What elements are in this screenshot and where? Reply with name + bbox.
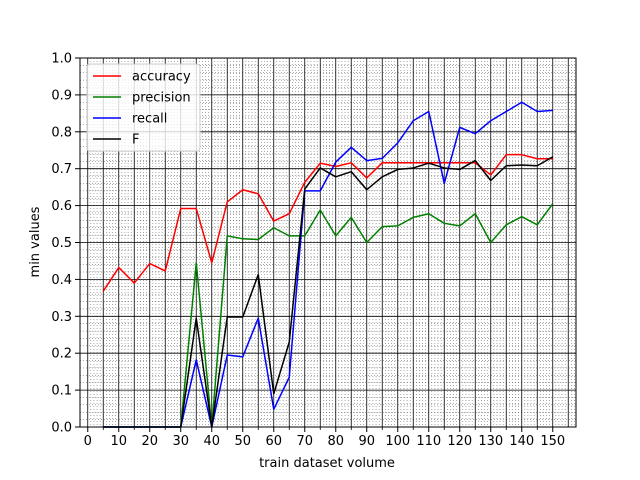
x-tick-label: 80: [327, 434, 344, 449]
series-line-precision: [103, 203, 554, 428]
x-tick-label: 30: [172, 434, 189, 449]
x-tick-label: 150: [540, 434, 565, 449]
legend: accuracy precision recall F: [86, 63, 201, 152]
legend-label: accuracy: [132, 70, 191, 85]
x-axis-ticks: 0 10 20 30 40 50 60 70 80 90 100 110 120 130 140 150: [84, 427, 565, 449]
x-tick-label: 10: [110, 434, 127, 449]
y-tick-label: 0.3: [51, 310, 72, 325]
x-tick-label: 50: [234, 434, 251, 449]
x-tick-label: 20: [141, 434, 158, 449]
x-tick-label: 90: [358, 434, 375, 449]
x-tick-label: 40: [203, 434, 220, 449]
x-tick-label: 0: [84, 434, 92, 449]
y-tick-label: 0.9: [51, 88, 72, 103]
y-tick-label: 0.2: [51, 347, 72, 362]
x-tick-label: 120: [447, 434, 472, 449]
y-tick-label: 0.0: [51, 421, 72, 436]
x-tick-label: 60: [265, 434, 282, 449]
legend-label: precision: [132, 91, 191, 106]
y-tick-label: 0.8: [51, 125, 72, 140]
legend-label: recall: [132, 112, 167, 127]
x-axis-label: train dataset volume: [259, 456, 395, 471]
x-tick-label: 130: [478, 434, 503, 449]
x-tick-label: 140: [509, 434, 534, 449]
y-tick-label: 1.0: [51, 52, 72, 67]
y-tick-label: 0.6: [51, 199, 72, 214]
y-axis-ticks: 0.0 0.1 0.2 0.3 0.4 0.5 0.6 0.7 0.8 0.9 1.0: [51, 52, 80, 436]
x-tick-label: 110: [416, 434, 441, 449]
x-tick-label: 100: [385, 434, 410, 449]
legend-box: [86, 63, 201, 152]
legend-label: F: [132, 133, 139, 148]
y-tick-label: 0.4: [51, 273, 72, 288]
series-line-f: [103, 156, 554, 428]
y-tick-label: 0.5: [51, 236, 72, 251]
y-tick-label: 0.1: [51, 384, 72, 399]
y-tick-label: 0.7: [51, 162, 72, 177]
y-axis-label: min values: [28, 206, 43, 277]
x-tick-label: 70: [296, 434, 313, 449]
